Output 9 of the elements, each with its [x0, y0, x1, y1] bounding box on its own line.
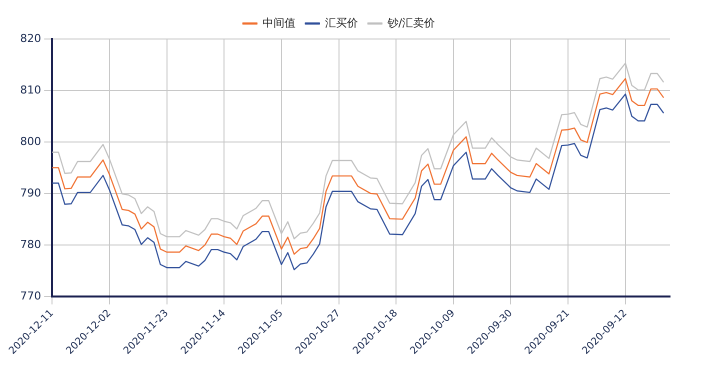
y-tick-label: 780	[20, 238, 42, 251]
legend-label: 汇买价	[324, 16, 358, 30]
y-tick-label: 790	[20, 186, 42, 200]
y-tick-label: 810	[20, 83, 42, 96]
legend-label: 中间值	[262, 16, 296, 30]
y-tick-label: 770	[20, 289, 42, 302]
y-tick-label: 800	[20, 134, 42, 148]
y-tick-label: 820	[20, 32, 42, 45]
legend-label: 钞/汇卖价	[386, 16, 436, 30]
